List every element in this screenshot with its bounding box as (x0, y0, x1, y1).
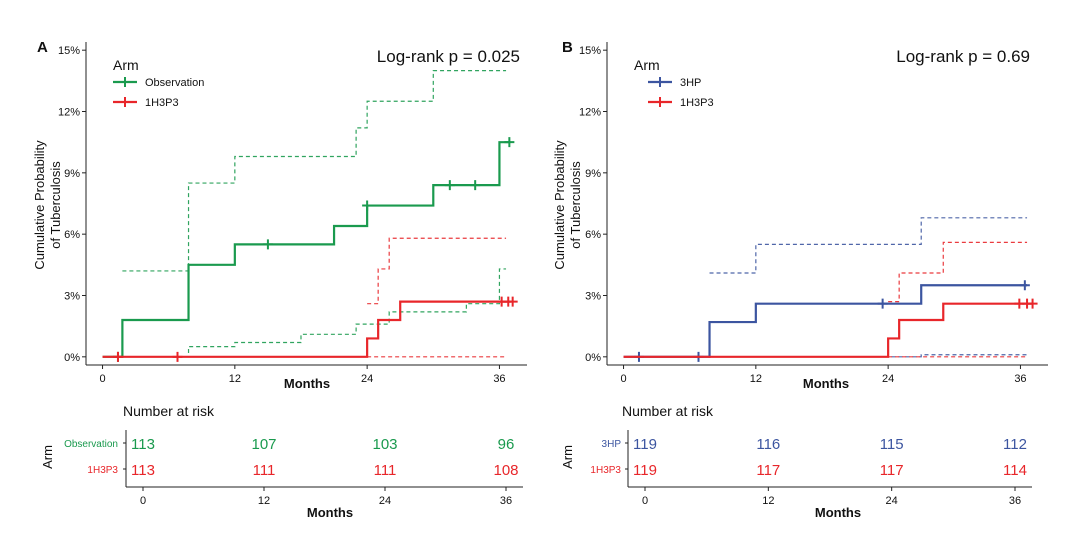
panel-b-risk-ylabel: Arm (560, 445, 575, 469)
panel-a-series-1h3p3-censor-mark (507, 296, 518, 307)
panel-a-series-1h3p3-censor-mark (172, 351, 183, 362)
panel-b-ytick-label: 3% (585, 290, 601, 302)
panel-b-risk-title: Number at risk (622, 403, 714, 419)
panel-a-risk-table: Observation 113 107 103 96 1H3P3 113 111 111 108 0… (64, 430, 523, 507)
panel-b-risk-value: 119 (633, 436, 657, 453)
panel-a-risk-value: 111 (253, 462, 276, 479)
panel-a-label: A (37, 39, 48, 56)
panel-b-risk-value: 116 (756, 436, 780, 453)
panel-a-risk-xtick-label: 36 (500, 495, 512, 507)
panel-b-series-3hp-ci-upper (709, 217, 1028, 274)
panel-b-series-3hp-censor-mark (877, 298, 888, 309)
panel-a-risk-value: 108 (493, 462, 518, 479)
panel-b-risk-value: 117 (756, 462, 780, 479)
panel-a-series-observation-censor-mark (362, 200, 373, 211)
panel-a-risk-value: 113 (131, 462, 155, 479)
panel-b-ytick-label: 9% (585, 168, 601, 180)
panel-b-risk-row-label: 1H3P3 (590, 465, 621, 476)
panel-b-risk-value: 115 (880, 436, 904, 453)
panel-a-xtick-label: 24 (361, 373, 373, 385)
panel-a-series-1h3p3-ci-upper (367, 237, 507, 305)
panel-a-risk-row-label: Observation (64, 439, 118, 450)
panel-a-plot: 0% 3% 6% 9% 12% 15% 0 12 24 36 Observation 1H3P3 (58, 42, 527, 385)
panel-a-series-observation-censor-mark (470, 180, 481, 191)
panel-a-risk-row-label: 1H3P3 (87, 465, 118, 476)
panel-a-series-observation-ci-lower (122, 268, 507, 358)
panel-a-series-observation-censor-mark (504, 137, 515, 148)
panel-a-risk-value: 111 (374, 462, 397, 479)
panel-a-series-observation-ci-upper (122, 70, 507, 272)
panel-b-risk-value: 119 (633, 462, 657, 479)
panel-a-xlabel: Months (284, 376, 330, 391)
panel-a-legend-title: Arm (113, 57, 139, 73)
panel-a-ytick-label: 6% (64, 229, 80, 241)
panel-a-risk-value: 96 (498, 436, 515, 453)
panel-b-ytick-label: 12% (579, 107, 601, 119)
panel-b-ytick-label: 0% (585, 352, 601, 364)
panel-b-risk-table: 3HP 119 116 115 112 1H3P3 119 117 117 114 0 12 24 36 (590, 430, 1032, 507)
panel-b-annotation: Log-rank p = 0.69 (896, 47, 1030, 66)
panel-b-risk-xtick-label: 36 (1009, 495, 1021, 507)
panel-b-ytick-label: 15% (579, 45, 601, 57)
panel-a-series-1h3p3-censor-mark (112, 351, 123, 362)
panel-a-series-observation-legend-label: Observation (145, 77, 204, 89)
panel-b-risk-xlabel: Months (815, 505, 861, 520)
panel-a-xtick-label: 12 (229, 373, 241, 385)
panel-a-risk-xtick-label: 24 (379, 495, 391, 507)
panel-a-ytick-label: 3% (64, 290, 80, 302)
panel-a-risk-value: 113 (131, 436, 155, 453)
panel-a-series-observation-censor-mark (262, 239, 273, 250)
panel-a-series-1h3p3-legend-label: 1H3P3 (145, 97, 179, 109)
panel-b-xlabel: Months (803, 376, 849, 391)
panel-b-series-1h3p3-ci-upper (888, 241, 1028, 303)
panel-a-risk-xlabel: Months (307, 505, 353, 520)
panel-a-series-observation-censor-mark (444, 180, 455, 191)
panel-a-ylabel-line2: of Tuberculosis (48, 161, 63, 249)
panel-b-series-3hp-line (623, 284, 1028, 358)
chart-marks: 0%3%6%9%12%15%0 12 24 36Observation1H3P3Obs… (58, 42, 1048, 507)
panel-b-xtick-label: 24 (882, 373, 894, 385)
panel-b-risk-value: 114 (1003, 462, 1027, 479)
panel-b-xtick-label: 12 (750, 373, 762, 385)
panel-b-xtick-label: 0 (620, 373, 626, 385)
panel-a-risk-title: Number at risk (123, 403, 215, 419)
panel-a-xtick-label: 0 (99, 373, 105, 385)
panel-a-risk-value: 107 (251, 436, 276, 453)
panel-b-risk-row-label: 3HP (602, 439, 622, 450)
panel-a-xtick-label: 36 (493, 373, 505, 385)
panel-a-ytick-label: 0% (64, 352, 80, 364)
panel-a-ylabel-line1: Cumulative Probability (32, 140, 47, 270)
panel-b-risk-xtick-label: 0 (642, 495, 648, 507)
panel-b-plot: 0% 3% 6% 9% 12% 15% 0 12 24 36 3HP 1H3P3 (579, 42, 1048, 385)
panel-a-ytick-label: 9% (64, 168, 80, 180)
panel-b-risk-value: 117 (880, 462, 904, 479)
panel-b-series-1h3p3-line (623, 302, 1032, 358)
panel-b-label: B (562, 39, 573, 56)
panel-b-risk-xtick-label: 24 (886, 495, 898, 507)
panel-b-ylabel-line1: Cumulative Probability (552, 140, 567, 270)
panel-a-ytick-label: 15% (58, 45, 80, 57)
panel-b-ylabel-line2: of Tuberculosis (568, 161, 583, 249)
panel-a-risk-ylabel: Arm (40, 445, 55, 469)
panel-b-legend-title: Arm (634, 57, 660, 73)
panel-a-risk-xtick-label: 0 (140, 495, 146, 507)
panel-a-risk-xtick-label: 12 (258, 495, 270, 507)
panel-b-xtick-label: 36 (1014, 373, 1026, 385)
panel-b-series-1h3p3-censor-mark (1027, 298, 1038, 309)
panel-b-ytick-label: 6% (585, 229, 601, 241)
panel-b-risk-value: 112 (1003, 436, 1027, 453)
panel-b-risk-xtick-label: 12 (762, 495, 774, 507)
panel-b-series-3hp-censor-mark (1019, 280, 1030, 291)
panel-a-series-observation-line (102, 141, 511, 358)
panel-a-series-1h3p3-line (102, 300, 511, 358)
panel-b-series-1h3p3-legend-label: 1H3P3 (680, 97, 714, 109)
panel-a-ytick-label: 12% (58, 107, 80, 119)
panel-a-risk-value: 103 (372, 436, 397, 453)
panel-a-annotation: Log-rank p = 0.025 (377, 47, 520, 66)
panel-b-series-3hp-legend-label: 3HP (680, 77, 701, 89)
